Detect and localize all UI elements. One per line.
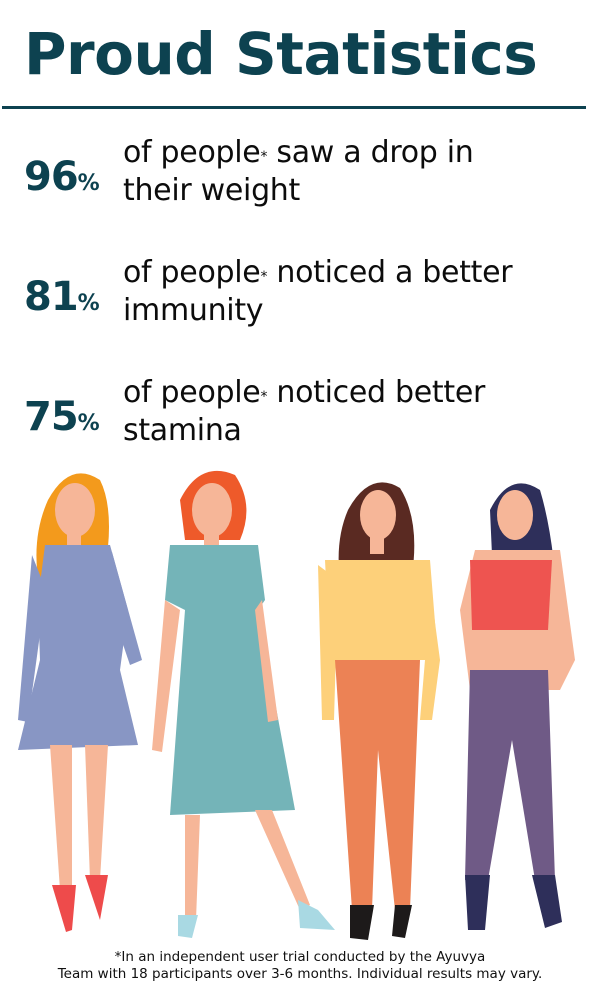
footnote-line-2: Team with 18 participants over 3-6 month… [57,966,543,982]
stat-weight: 96% of people* saw a drop in their weight [24,134,594,224]
stat-stamina: 75% of people* noticed better stamina [24,374,594,464]
stat-text: of people* saw a drop in their weight [123,135,474,208]
stat-text: of people* noticed a better immunity [123,255,513,328]
women-illustration [18,470,575,940]
stat-immunity: 81% of people* noticed a better immunity [24,254,594,344]
woman-figure-1 [18,473,142,932]
footnote-line-1: *In an independent user trial conducted … [114,949,486,965]
page-title: Proud Statistics [24,20,538,88]
woman-figure-2 [152,470,335,938]
stat-value: 81% [24,274,100,320]
stat-value: 75% [24,394,100,440]
footnote: *In an independent user trial conducted … [0,949,600,983]
woman-figure-3 [318,482,440,940]
divider [2,106,586,109]
stat-text: of people* noticed better stamina [123,375,486,448]
woman-figure-4 [460,483,575,930]
stat-value: 96% [24,154,100,200]
